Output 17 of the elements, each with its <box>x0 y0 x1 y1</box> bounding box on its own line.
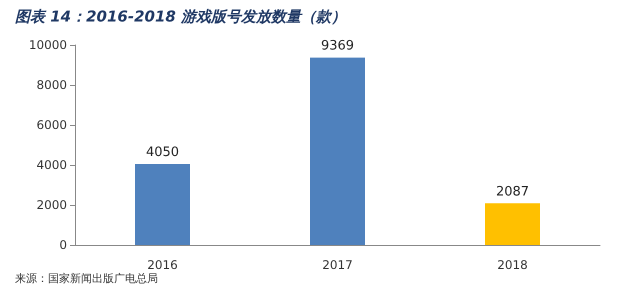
y-tick-label: 0 <box>59 238 67 252</box>
x-tick-label: 2018 <box>497 258 528 272</box>
y-tick-label: 2000 <box>36 198 67 212</box>
y-tick-label: 10000 <box>28 38 67 52</box>
bar <box>485 203 540 245</box>
x-tick-label: 2017 <box>322 258 353 272</box>
y-tick-label: 4000 <box>36 158 67 172</box>
y-tick-label: 8000 <box>36 78 67 92</box>
source-note: 来源：国家新闻出版广电总局 <box>15 272 158 285</box>
data-label: 9369 <box>320 38 354 54</box>
chart-title: 图表 14：2016-2018 游戏版号发放数量（款） <box>15 8 346 26</box>
data-label: 2087 <box>496 184 530 200</box>
data-label: 4050 <box>146 145 180 160</box>
x-tick-label: 2016 <box>147 258 178 272</box>
bar <box>310 58 365 245</box>
y-tick-label: 6000 <box>36 118 67 132</box>
bar <box>135 164 190 245</box>
